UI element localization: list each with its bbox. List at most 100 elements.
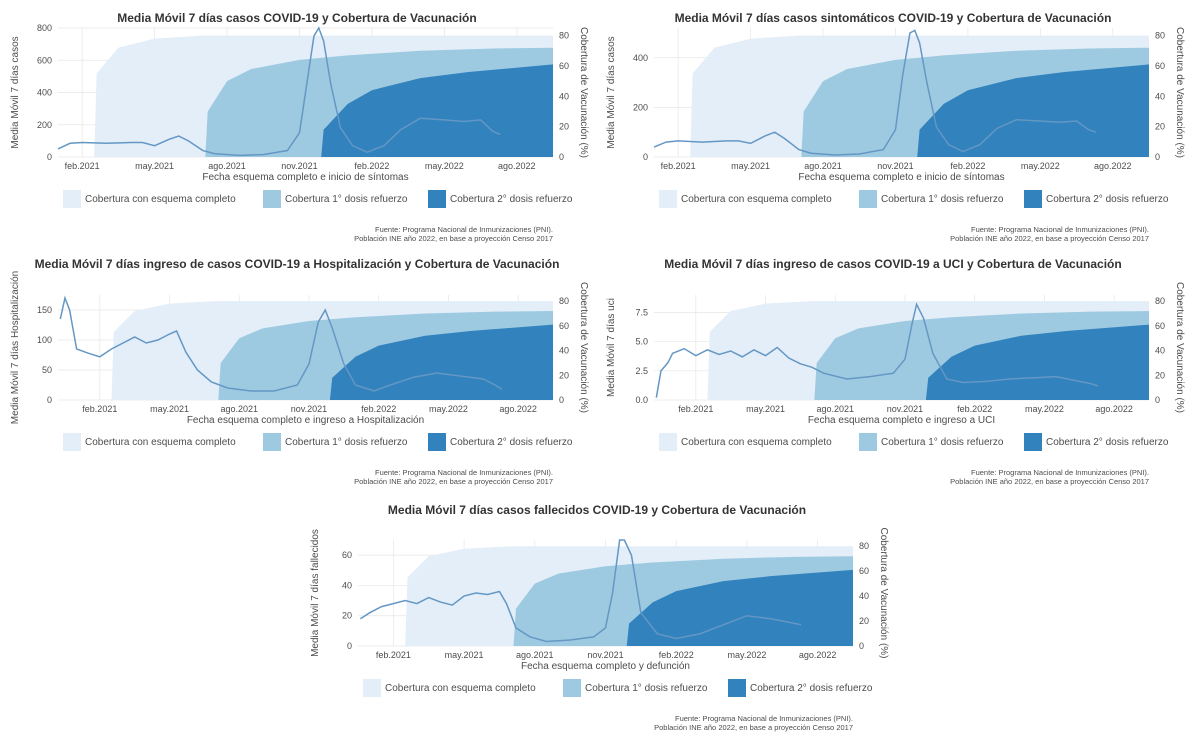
x-tick-label: nov.2021 [291, 404, 327, 414]
y2-tick-label: 80 [859, 541, 869, 551]
legend-swatch-booster2 [728, 679, 746, 697]
y2-tick-label: 40 [1155, 91, 1165, 101]
x-tick-label: ago.2022 [1095, 404, 1133, 414]
x-tick-label: feb.2022 [957, 404, 992, 414]
legend: Cobertura con esquema completo Cobertura … [659, 433, 1169, 451]
y2-tick-label: 60 [559, 321, 569, 331]
y2-tick-label: 60 [859, 566, 869, 576]
legend-label-booster1: Cobertura 1° dosis refuerzo [285, 194, 408, 205]
source-note-line2: Población INE año 2022, en base a proyec… [950, 477, 1149, 486]
y-tick-label: 7.5 [635, 308, 648, 318]
x-tick-label: may.2021 [746, 404, 785, 414]
y2-axis-label: Cobertura de Vacunación (%) [578, 27, 589, 158]
x-tick-label: may.2021 [150, 404, 189, 414]
chart-svg: Media Móvil 7 días ingreso de casos COVI… [606, 257, 1185, 486]
y-tick-label: 0 [47, 152, 52, 162]
y2-tick-label: 0 [559, 395, 564, 405]
legend-swatch-complete [659, 190, 677, 208]
x-tick-label: feb.2022 [950, 161, 985, 171]
x-tick-label: feb.2021 [678, 404, 713, 414]
chart-panel-sintomaticos: Media Móvil 7 días casos sintomáticos CO… [596, 0, 1191, 245]
legend-swatch-booster2 [1024, 433, 1042, 451]
x-tick-label: feb.2022 [354, 161, 389, 171]
x-tick-label: nov.2021 [281, 161, 317, 171]
source-note-line1: Fuente: Programa Nacional de Inmunizacio… [375, 225, 553, 234]
y2-tick-label: 80 [559, 31, 569, 41]
x-tick-label: ago.2021 [804, 161, 842, 171]
y-tick-label: 800 [37, 23, 52, 33]
legend-swatch-booster1 [263, 190, 281, 208]
legend-label-booster1: Cobertura 1° dosis refuerzo [285, 437, 408, 448]
series-line-cases [653, 29, 1097, 156]
series-line-cases [59, 295, 503, 392]
series-line-cases [57, 26, 501, 157]
legend-label-booster1: Cobertura 1° dosis refuerzo [881, 437, 1004, 448]
legend-swatch-booster2 [1024, 190, 1042, 208]
x-tick-label: feb.2022 [659, 650, 694, 660]
chart-panel-uci: Media Móvil 7 días ingreso de casos COVI… [596, 246, 1191, 491]
coverage-area-booster2 [321, 64, 553, 157]
y2-tick-label: 20 [559, 370, 569, 380]
y-axis-label: Media Móvil 7 días casos [606, 36, 617, 148]
y-tick-label: 400 [633, 53, 648, 63]
x-tick-label: may.2021 [135, 161, 174, 171]
y2-tick-label: 80 [559, 296, 569, 306]
x-tick-label: nov.2021 [877, 161, 913, 171]
y-tick-label: 0 [347, 641, 352, 651]
y-tick-label: 5.0 [635, 337, 648, 347]
y-tick-label: 0.0 [635, 395, 648, 405]
x-tick-label: nov.2021 [887, 404, 923, 414]
x-tick-label: feb.2021 [376, 650, 411, 660]
y2-axis-label: Cobertura de Vacunación (%) [1174, 27, 1185, 158]
x-tick-label: feb.2021 [82, 404, 117, 414]
y-axis-label: Media Móvil 7 días Hospitalización [10, 271, 21, 424]
x-tick-label: may.2021 [731, 161, 770, 171]
y2-tick-label: 40 [859, 591, 869, 601]
source-note-line2: Población INE año 2022, en base a proyec… [654, 723, 853, 732]
chart-title: Media Móvil 7 días casos COVID-19 y Cobe… [117, 11, 476, 25]
legend-label-booster1: Cobertura 1° dosis refuerzo [585, 683, 708, 694]
x-tick-label: may.2022 [429, 404, 468, 414]
y-tick-label: 200 [37, 120, 52, 130]
y-tick-label: 0 [643, 152, 648, 162]
y2-tick-label: 80 [1155, 31, 1165, 41]
legend-label-complete: Cobertura con esquema completo [681, 437, 832, 448]
coverage-area-booster2 [329, 324, 553, 400]
y2-tick-label: 80 [1155, 296, 1165, 306]
source-note-line1: Fuente: Programa Nacional de Inmunizacio… [971, 225, 1149, 234]
x-tick-label: ago.2022 [799, 650, 837, 660]
chart-panel-casos: Media Móvil 7 días casos COVID-19 y Cobe… [0, 0, 595, 245]
x-tick-label: nov.2021 [587, 650, 623, 660]
legend-swatch-booster1 [563, 679, 581, 697]
x-tick-label: ago.2022 [499, 404, 537, 414]
y2-axis-label: Cobertura de Vacunación (%) [1174, 282, 1185, 413]
x-tick-label: ago.2021 [208, 161, 246, 171]
legend-swatch-booster2 [428, 190, 446, 208]
y2-axis-label: Cobertura de Vacunación (%) [878, 528, 889, 659]
x-tick-label: feb.2022 [361, 404, 396, 414]
chart-title: Media Móvil 7 días casos fallecidos COVI… [388, 503, 806, 517]
chart-panel-fallecidos: Media Móvil 7 días casos fallecidos COVI… [300, 492, 895, 733]
legend-label-complete: Cobertura con esquema completo [85, 194, 236, 205]
chart-title: Media Móvil 7 días ingreso de casos COVI… [35, 257, 560, 271]
x-axis-label: Fecha esquema completo e inicio de sínto… [798, 172, 1004, 183]
legend-swatch-complete [63, 433, 81, 451]
legend-swatch-complete [363, 679, 381, 697]
x-tick-label: may.2022 [1021, 161, 1060, 171]
legend-swatch-complete [659, 433, 677, 451]
coverage-area-booster2 [626, 569, 853, 646]
x-tick-label: may.2021 [445, 650, 484, 660]
y2-tick-label: 0 [559, 152, 564, 162]
y-tick-label: 600 [37, 55, 52, 65]
x-tick-label: ago.2022 [498, 161, 536, 171]
source-note-line2: Población INE año 2022, en base a proyec… [354, 234, 553, 243]
y2-tick-label: 40 [559, 346, 569, 356]
legend-label-complete: Cobertura con esquema completo [681, 194, 832, 205]
y-tick-label: 400 [37, 88, 52, 98]
legend-swatch-booster2 [428, 433, 446, 451]
source-note-line1: Fuente: Programa Nacional de Inmunizacio… [675, 714, 853, 723]
y2-tick-label: 60 [1155, 61, 1165, 71]
legend-label-booster2: Cobertura 2° dosis refuerzo [1046, 437, 1169, 448]
x-tick-label: feb.2021 [65, 161, 100, 171]
legend-swatch-complete [63, 190, 81, 208]
